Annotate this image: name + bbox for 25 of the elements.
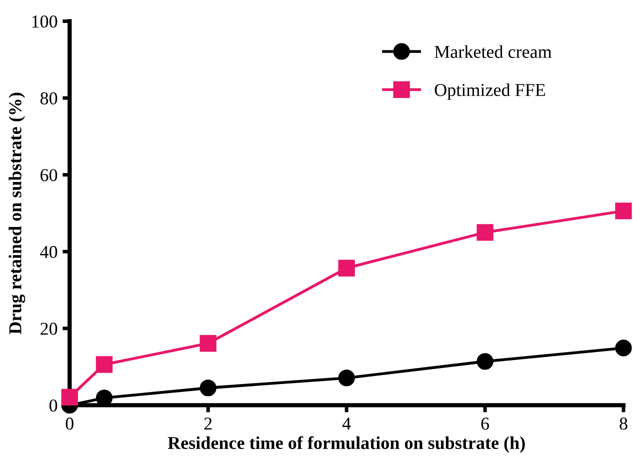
x-tick-label: 2 (204, 418, 212, 430)
point (61, 388, 78, 406)
y-tick-label: 40 (40, 246, 58, 258)
y-tick-label: 100 (32, 15, 58, 28)
x-tick-label: 4 (342, 418, 351, 430)
point (476, 353, 494, 370)
legend-label: Optimized FFE (434, 83, 546, 100)
point (615, 202, 632, 220)
y-tick-label: 80 (40, 92, 58, 104)
point (476, 224, 494, 241)
point (338, 260, 355, 276)
x-axis-title: Residence time of formulation on substrate (h) (168, 436, 525, 453)
x-tick-label: 6 (481, 418, 490, 430)
point (615, 340, 632, 356)
x-tick-label: 0 (66, 418, 74, 430)
point (96, 356, 113, 373)
y-tick-label: 0 (49, 399, 58, 412)
y-tick-label: 20 (40, 322, 58, 335)
point (200, 335, 216, 352)
y-tick-label: 60 (40, 169, 58, 182)
legend-label: Marketed cream (434, 45, 552, 58)
point (338, 370, 355, 386)
x-tick-label: 8 (620, 418, 628, 430)
point (200, 380, 216, 396)
y-axis-title: Drug retained on substrate (%) (8, 92, 26, 334)
